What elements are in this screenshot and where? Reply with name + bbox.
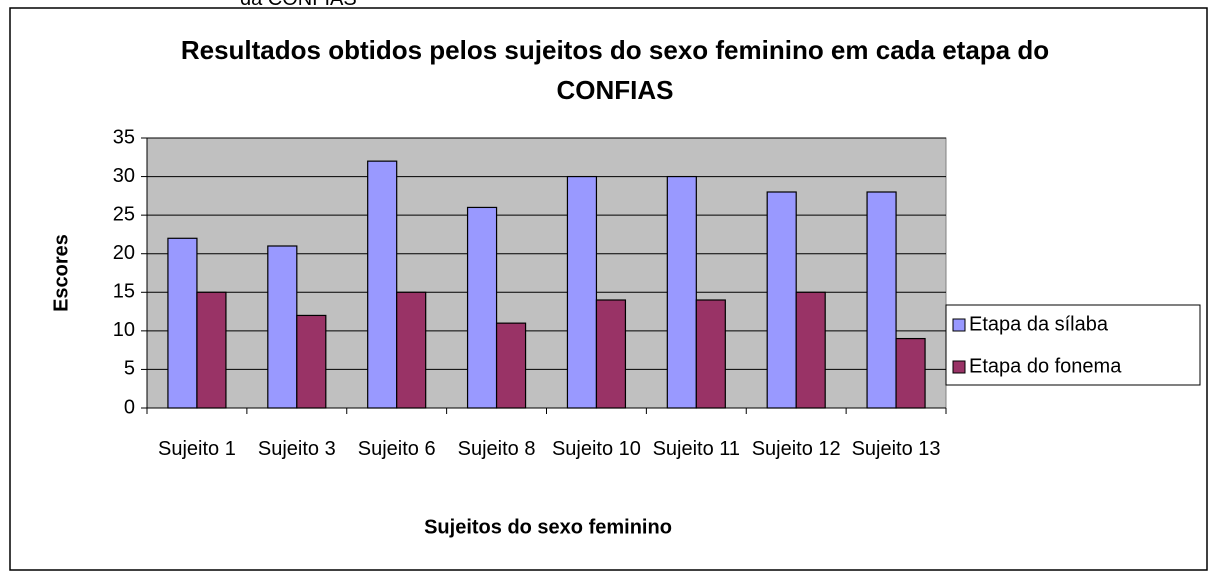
bar (766, 191, 797, 409)
y-tick-label: 10 (113, 319, 135, 341)
x-tick-label: Sujeito 3 (257, 438, 336, 460)
bar (296, 314, 327, 409)
bar (396, 291, 427, 409)
bar (866, 191, 897, 409)
bar (566, 175, 598, 409)
y-tick-label: 35 (113, 126, 135, 148)
bar (595, 299, 627, 409)
bar (695, 299, 726, 409)
x-tick-label: Sujeito 10 (551, 438, 641, 460)
x-tick-label: Sujeito 8 (457, 438, 536, 460)
y-tick-label: 20 (113, 242, 135, 264)
caption: da CONFIAS (240, 0, 357, 11)
bar (267, 245, 298, 409)
legend-marker (952, 360, 966, 374)
bar (495, 322, 527, 409)
bar (795, 291, 826, 409)
x-axis-title: Sujeitos do sexo feminino (424, 516, 672, 538)
x-tick-label: Sujeito 1 (158, 438, 236, 460)
x-tick-label: Sujeito 6 (357, 438, 436, 460)
y-tick-label: 0 (124, 396, 135, 418)
y-tick-label: 5 (124, 358, 135, 380)
bar (167, 237, 198, 409)
y-axis-title: Escores (50, 234, 72, 312)
y-tick-label: 15 (113, 281, 135, 303)
bar (895, 337, 926, 409)
x-tick-label: Sujeito 13 (851, 438, 941, 460)
legend-label: Etapa do fonema (969, 355, 1122, 377)
plot-area (146, 137, 947, 409)
bar (196, 291, 227, 409)
bar (367, 160, 398, 409)
x-tick-label: Sujeito 12 (751, 438, 841, 460)
bar (466, 206, 498, 409)
x-tick-label: Sujeito 11 (652, 438, 741, 460)
legend-marker (952, 318, 966, 332)
y-tick-label: 30 (113, 165, 135, 187)
legend (945, 304, 1201, 386)
bar (666, 175, 697, 409)
y-tick-label: 25 (113, 203, 135, 225)
chart-title: Resultados obtidos pelos sujeitos do sex… (180, 35, 1050, 105)
legend-label: Etapa da sílaba (969, 313, 1109, 335)
